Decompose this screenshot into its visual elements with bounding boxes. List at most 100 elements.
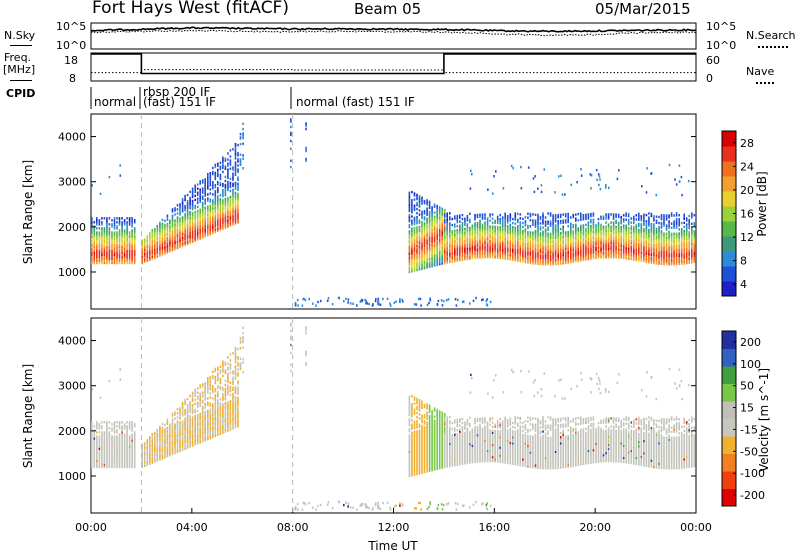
power-cell [179,209,181,212]
power-cell [459,220,461,223]
velocity-cell [204,396,206,399]
power-cell [680,228,683,231]
power-cell [108,241,111,244]
power-cell [673,244,675,248]
power-cell [191,232,194,235]
power-cell [433,248,436,251]
power-cell [663,232,665,235]
velocity-cell [199,400,201,403]
power-cell [496,219,499,223]
power-cell [617,244,620,247]
power-cell [98,251,101,254]
power-cell [491,256,494,259]
power-cell [504,257,506,260]
power-cell [675,254,678,258]
power-cell [673,236,675,239]
power-cell [567,220,569,224]
power-cell [512,221,514,225]
power-cell [408,205,411,209]
power-cell [449,246,451,250]
power-cell [615,231,617,235]
power-cell [557,238,559,241]
power-cell [486,237,489,240]
velocity-cell [96,445,98,448]
power-cell [93,231,96,234]
power-cell [524,236,527,239]
power-cell [103,237,106,240]
power-cell [423,258,426,262]
power-cell [587,237,590,240]
power-cell [459,252,461,256]
power-cell [91,223,93,226]
power-cell [476,248,479,251]
power-cell [542,254,544,258]
velocity-cell [123,433,126,436]
power-cell [484,217,486,220]
power-cell [433,219,436,223]
power-cell [552,254,554,258]
velocity-cell [128,435,131,438]
power-cell [612,243,615,247]
velocity-cell [106,449,108,452]
power-cell [471,257,474,260]
power-cell [426,262,428,265]
power-cell [481,217,484,220]
power-cell [520,165,522,169]
velocity-cell [201,409,204,412]
power-cell [534,246,537,249]
power-cell [232,219,234,222]
power-cell [653,235,655,238]
power-cell [685,233,688,236]
velocity-cell [156,459,159,462]
power-cell [678,262,680,266]
power-cell [519,255,522,259]
power-cell [413,216,416,220]
power-cell [524,224,527,227]
power-cell [181,226,184,229]
power-cell [113,233,116,236]
power-cell [633,248,635,251]
power-cell [159,248,161,251]
power-cell [558,175,560,178]
velocity-cell [151,459,154,462]
power-cell [229,212,232,215]
power-cell [209,218,212,222]
power-cell [166,230,169,234]
power-cell [600,252,602,255]
power-cell [108,243,111,246]
velocity-cell [184,431,186,434]
power-cell [199,182,201,185]
power-cell [605,243,607,247]
power-cell [476,213,479,217]
power-cell [633,215,635,219]
power-cell [111,253,113,256]
power-cell [612,239,615,243]
power-cell [519,231,522,234]
power-cell [176,244,179,248]
power-cell [597,256,600,259]
velocity-cell [113,455,116,458]
power-cell [585,235,587,239]
velocity-cell [133,459,136,463]
power-cell [176,228,179,231]
power-cell [486,245,489,249]
power-cell [543,168,546,171]
power-cell [123,261,126,265]
velocity-cell [189,408,191,412]
velocity-cell [123,459,126,463]
power-cell [91,243,93,246]
power-cell [428,227,431,230]
power-cell [562,231,564,235]
power-cell [517,257,519,260]
power-cell [126,255,128,259]
power-cell [118,237,121,240]
power-cell [446,212,448,215]
power-cell [479,223,481,227]
power-cell [461,236,464,239]
power-cell [413,237,416,240]
power-cell [428,249,431,252]
power-cell [620,226,622,229]
power-cell [693,242,696,245]
power-cell [474,232,476,235]
velocity-cell [151,445,154,448]
